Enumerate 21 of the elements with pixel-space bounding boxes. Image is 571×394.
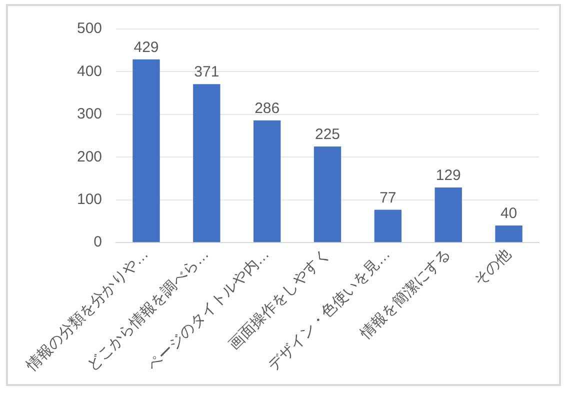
bar	[495, 226, 522, 242]
data-label: 429	[134, 38, 159, 56]
y-tick-label: 100	[76, 191, 102, 208]
data-label: 40	[500, 205, 518, 222]
x-tick-label: その他	[470, 246, 515, 290]
y-tick-label: 400	[76, 62, 102, 80]
data-label: 129	[436, 167, 461, 184]
bar	[132, 59, 160, 242]
y-tick-label: 200	[76, 148, 102, 166]
data-label: 225	[315, 126, 340, 144]
y-tick-label: 0	[94, 234, 102, 251]
data-label: 77	[380, 189, 396, 206]
y-tick-label: 500	[76, 20, 102, 38]
bar	[374, 210, 402, 242]
bar	[193, 84, 220, 242]
bar	[314, 146, 342, 242]
y-tick-label: 300	[76, 106, 102, 123]
bar	[253, 120, 281, 242]
data-label: 371	[194, 64, 220, 81]
data-label: 286	[254, 100, 280, 118]
bar	[434, 187, 462, 242]
